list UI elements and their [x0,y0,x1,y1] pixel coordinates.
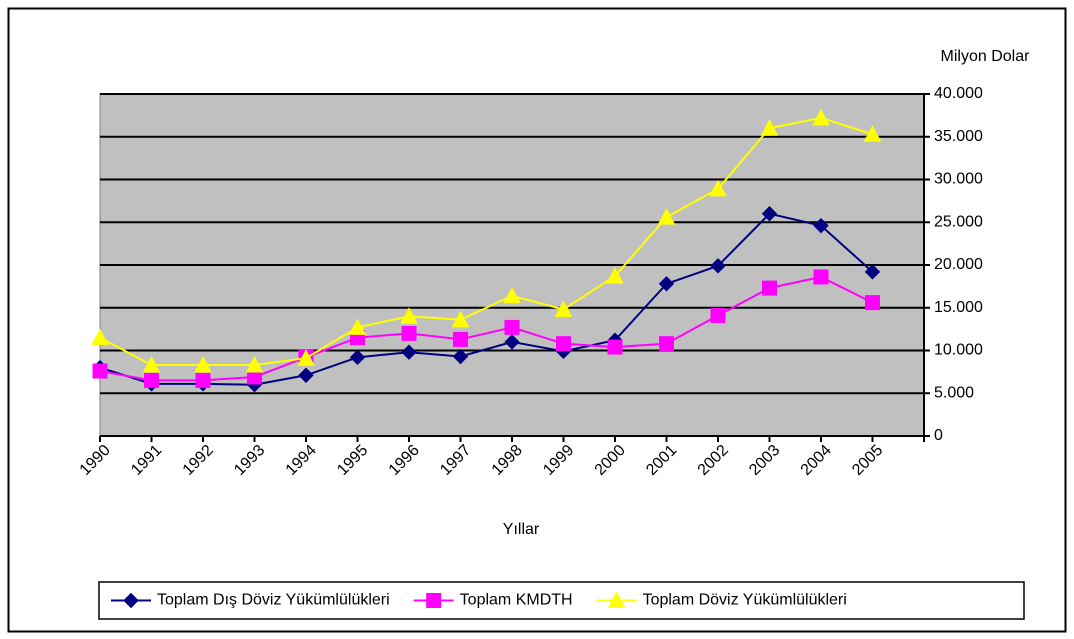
y-tick-label: 10.000 [934,342,983,359]
marker [504,334,520,350]
marker [606,267,624,284]
marker [144,372,159,388]
y-tick-label: 35.000 [934,128,983,145]
marker [659,336,674,352]
marker [401,344,417,360]
marker [710,307,726,323]
marker [91,328,109,346]
y-tick-label: 5.000 [934,384,974,401]
y-tick-label: 40.000 [934,85,983,102]
marker [709,179,727,197]
legend-label: Toplam Döviz Yükümlülükleri [643,592,847,609]
marker [194,355,212,373]
marker [554,300,573,317]
legend-box [98,581,1025,620]
series-line [99,275,873,382]
marker [298,367,314,384]
marker [401,325,417,341]
y-tick-label: 15.000 [934,299,983,316]
marker [657,208,676,225]
marker [504,319,520,335]
marker [195,372,211,388]
marker [142,355,161,373]
marker [813,269,829,285]
marker [556,336,571,352]
marker [762,280,777,296]
marker [813,217,829,234]
legend-label: Toplam KMDTH [460,592,573,609]
marker [92,363,108,379]
legend-label: Toplam Dış Döviz Yükümlülükleri [157,592,390,609]
marker [245,355,264,373]
marker [812,108,830,126]
y-tick-label: 30.000 [934,171,983,188]
marker [607,339,623,355]
y-tick-label: 0 [934,427,943,444]
marker [607,591,626,608]
marker [710,258,726,274]
marker [864,264,881,280]
series-line [99,116,873,367]
marker [400,307,418,324]
marker [451,310,470,328]
marker [760,119,779,136]
marker [297,349,315,366]
marker [503,286,521,304]
x-axis-label: Yıllar [503,521,540,538]
y-tick-label: 20.000 [934,256,983,273]
marker [863,125,882,142]
y-axis-unit: Milyon Dolar [941,48,1031,65]
marker [426,593,442,608]
marker [123,592,139,609]
marker [453,331,468,347]
series-line [99,212,874,386]
marker [658,276,675,292]
y-tick-label: 25.000 [934,213,983,230]
marker [348,318,367,335]
marker [452,348,469,365]
marker [761,205,778,222]
marker [865,295,880,311]
marker [349,349,366,366]
legend: Toplam Dış Döviz Yükümlülükleri Toplam KM… [111,591,847,609]
